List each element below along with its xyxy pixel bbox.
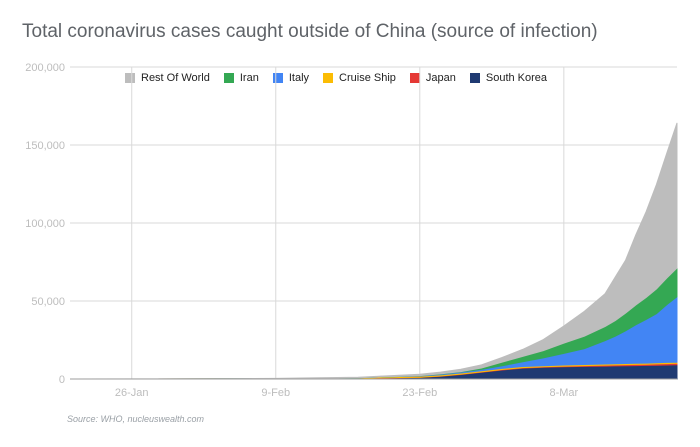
area-rest-of-world xyxy=(69,122,678,380)
source-note: Source: WHO, nucleuswealth.com xyxy=(67,414,205,424)
legend-item-japan[interactable]: Japan xyxy=(409,72,456,84)
legend-label: South Korea xyxy=(485,72,548,84)
legend-item-italy[interactable]: Italy xyxy=(272,72,310,84)
y-tick-label: 200,000 xyxy=(25,62,65,74)
x-tick-label: 9-Feb xyxy=(261,387,290,399)
legend-swatch xyxy=(125,73,135,83)
x-tick-label: 23-Feb xyxy=(402,387,437,399)
y-tick-label: 100,000 xyxy=(25,218,65,230)
legend-swatch xyxy=(323,73,334,83)
legend-label: Rest Of World xyxy=(141,72,210,84)
legend-item-cruise-ship[interactable]: Cruise Ship xyxy=(323,72,396,84)
y-tick-label: 50,000 xyxy=(31,296,65,308)
y-tick-label: 150,000 xyxy=(25,140,65,152)
legend-item-iran[interactable]: Iran xyxy=(223,72,259,84)
x-tick-label: 8-Mar xyxy=(549,387,578,399)
legend-label: Italy xyxy=(288,72,310,84)
legend-label: Cruise Ship xyxy=(339,72,396,84)
legend-item-rest-of-world[interactable]: Rest Of World xyxy=(125,72,210,84)
legend-label: Japan xyxy=(425,72,456,84)
legend-swatch xyxy=(469,73,480,83)
x-tick-label: 26-Jan xyxy=(115,387,149,399)
legend-item-south-korea[interactable]: South Korea xyxy=(469,72,548,84)
legend: Rest Of World Iran Italy Cruise Ship Jap… xyxy=(125,72,547,84)
legend-swatch xyxy=(409,73,420,83)
chart-title: Total coronavirus cases caught outside o… xyxy=(22,21,598,42)
legend-swatch xyxy=(223,73,234,83)
legend-swatch xyxy=(272,73,283,83)
y-tick-label: 0 xyxy=(59,374,65,386)
legend-label: Iran xyxy=(239,72,259,84)
